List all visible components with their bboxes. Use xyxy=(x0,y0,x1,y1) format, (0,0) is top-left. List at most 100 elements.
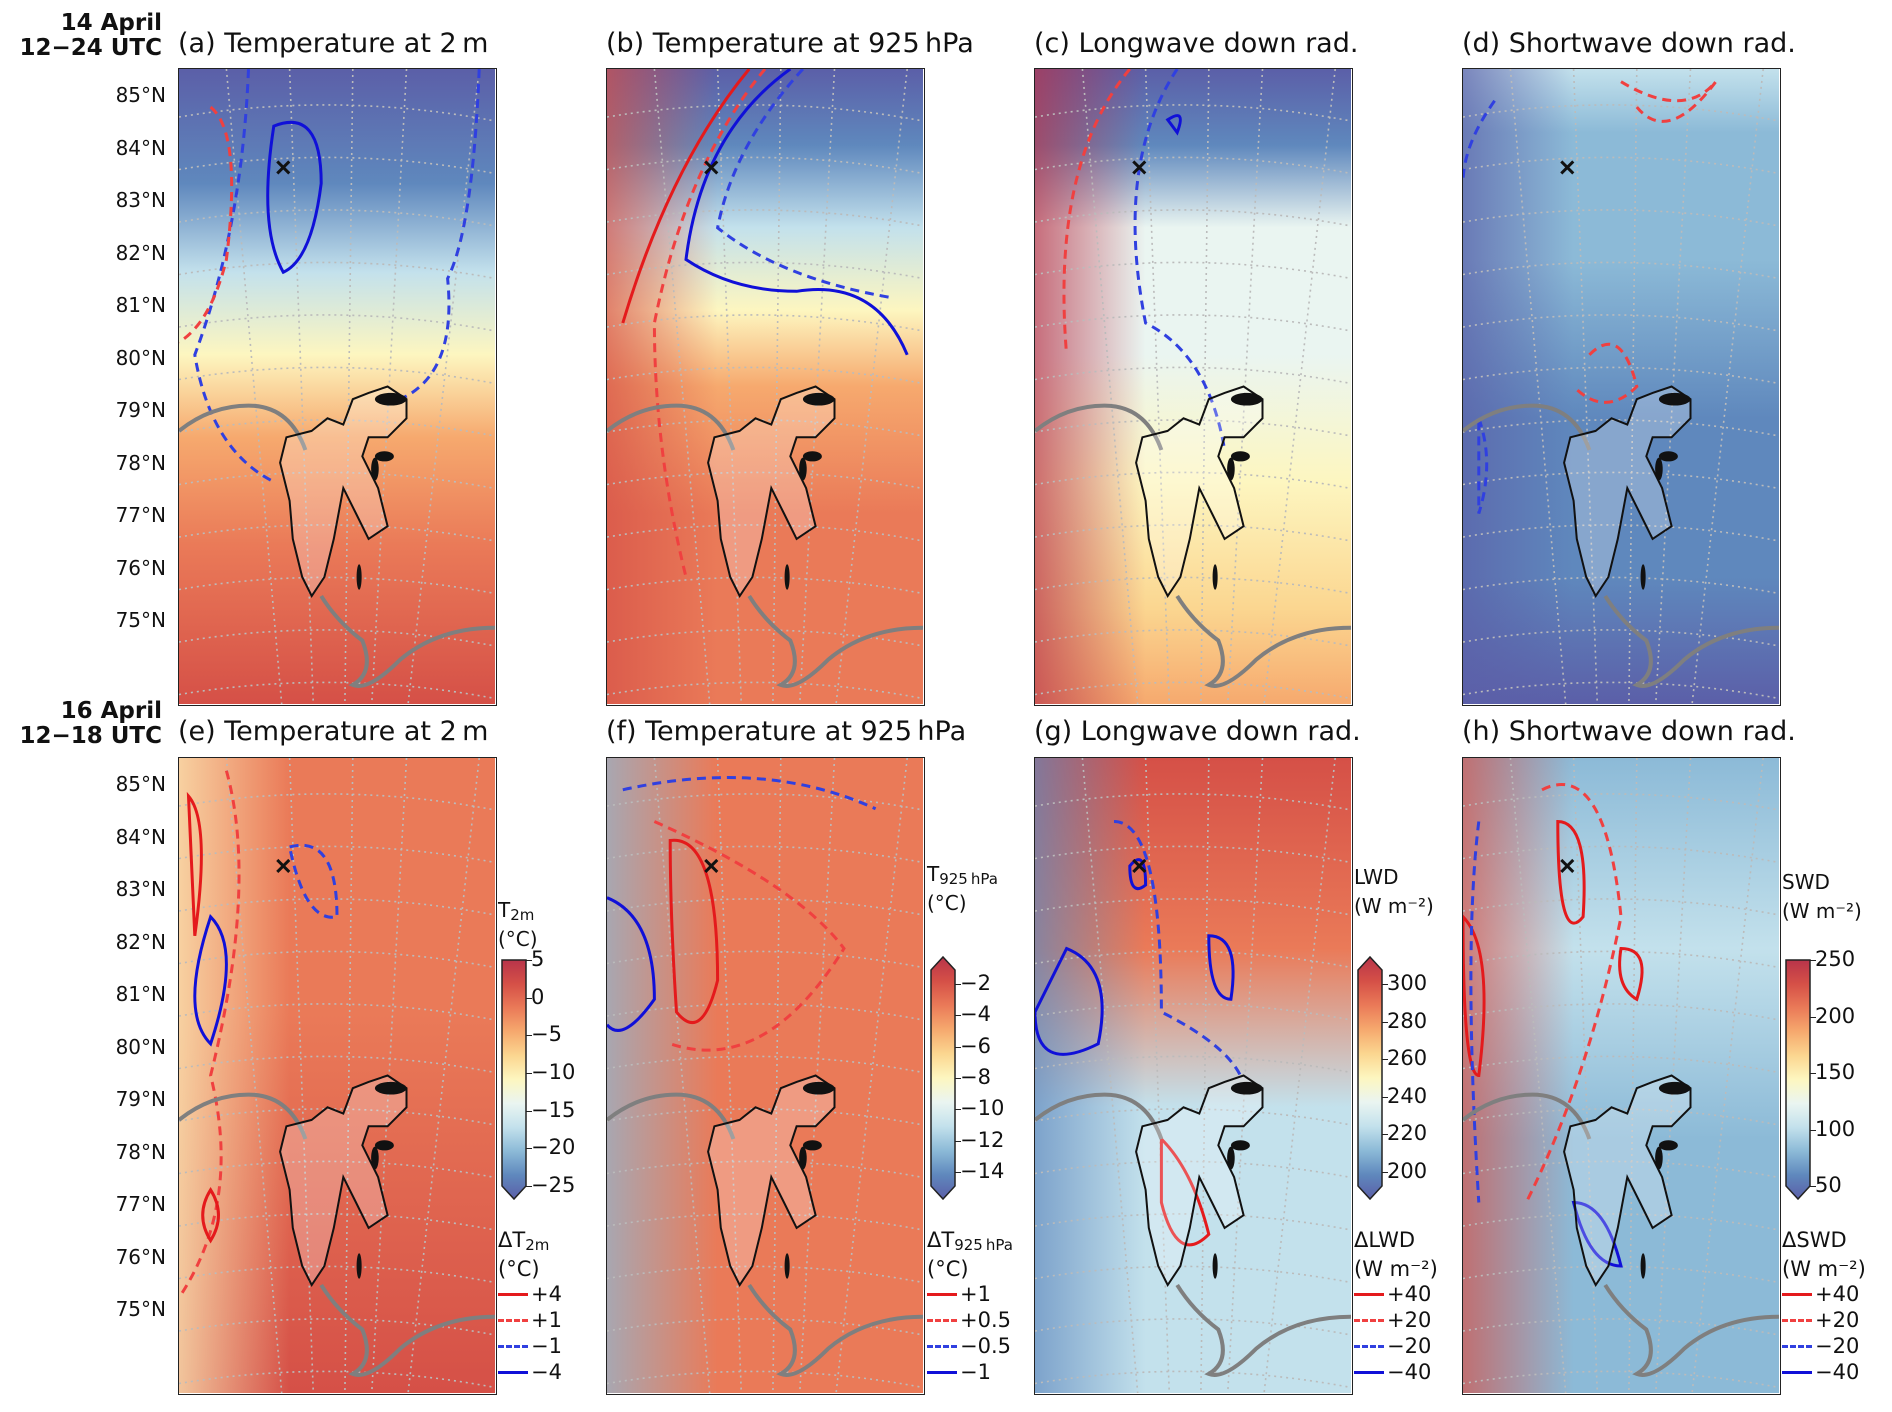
difference-contour xyxy=(715,69,892,300)
difference-contour xyxy=(653,820,846,1052)
colorbar-tick-label: 50 xyxy=(1815,1173,1842,1197)
legend-units: (°C) xyxy=(927,1257,969,1281)
legend-line-swatch xyxy=(1782,1370,1812,1374)
latitude-gridline xyxy=(607,156,923,175)
row-label-2-time: 12−18 UTC xyxy=(19,723,162,749)
colorbar-tick-label: 240 xyxy=(1387,1083,1428,1108)
small-island xyxy=(1212,1253,1218,1279)
colorbar-tick-mark xyxy=(1810,960,1816,961)
longitude-gridline xyxy=(225,758,283,1393)
legend-item: −4 xyxy=(498,1359,562,1385)
latitude-label: 81°N xyxy=(115,293,166,317)
panel-title-c: (c) Longwave down rad. xyxy=(1034,28,1359,59)
latitude-gridline xyxy=(1035,898,1351,916)
map-panel-b xyxy=(606,68,925,706)
difference-contour xyxy=(1113,820,1242,1077)
latitude-gridline xyxy=(607,1108,923,1126)
latitude-gridline xyxy=(179,681,495,700)
longitude-gridline xyxy=(772,69,782,704)
latitude-gridline xyxy=(1035,1213,1351,1231)
difference-contour xyxy=(201,1186,220,1244)
latitude-gridline xyxy=(1463,1265,1779,1284)
svalbard-coastline xyxy=(707,1074,836,1287)
latitude-label: 79°N xyxy=(115,1087,166,1111)
latitude-label: 75°N xyxy=(115,608,166,632)
colorbar xyxy=(930,955,956,1201)
latitude-gridline xyxy=(1463,1055,1779,1074)
colorbar-tick-mark xyxy=(955,1140,961,1142)
colorbar-tick-label: 100 xyxy=(1815,1116,1856,1141)
colorbar-tick-label: 200 xyxy=(1815,1003,1856,1028)
colorbar-tick-mark xyxy=(955,1046,961,1048)
difference-contour xyxy=(266,120,323,275)
colorbar-title-sub: 2m xyxy=(510,906,535,924)
longitude-gridline xyxy=(1509,758,1567,1393)
legend-title-main: ΔSWD xyxy=(1782,1228,1847,1252)
latitude-gridline xyxy=(179,1318,495,1336)
latitude-gridline xyxy=(1035,419,1351,437)
longitude-gridline xyxy=(1200,758,1210,1393)
legend-item: −1 xyxy=(927,1359,1013,1385)
difference-contour xyxy=(1556,819,1586,925)
latitude-label: 80°N xyxy=(115,1034,166,1059)
colorbar-title-sub: 925 hPa xyxy=(939,870,998,888)
latitude-gridline xyxy=(1463,209,1779,227)
latitude-gridline xyxy=(1463,1108,1779,1126)
map-panel-g xyxy=(1034,757,1353,1395)
colorbar-tick-label: −10 xyxy=(960,1096,1005,1121)
colorbar-tick-mark xyxy=(1810,1016,1816,1018)
longitude-gridline xyxy=(653,69,711,704)
colorbar-tick-mark xyxy=(526,1148,532,1150)
colorbar-body xyxy=(1357,955,1383,1201)
colorbar-tick-mark xyxy=(955,1015,961,1017)
latitude-label: 84°N xyxy=(115,824,166,849)
latitude-gridline xyxy=(1463,1160,1779,1179)
latitude-gridline xyxy=(179,104,495,122)
legend-item-label: +20 xyxy=(1815,1307,1860,1332)
small-island xyxy=(784,564,790,590)
legend-item: −1 xyxy=(498,1333,562,1359)
colorbar-units: (°C) xyxy=(927,891,967,915)
small-island xyxy=(802,451,822,462)
difference-contour xyxy=(684,69,909,356)
legend-line-swatch xyxy=(1782,1318,1812,1322)
legend-line-swatch xyxy=(1354,1318,1384,1322)
latitude-gridline xyxy=(1463,524,1779,542)
panel-title-e: (e) Temperature at 2 m xyxy=(178,716,489,747)
legend-item-label: +40 xyxy=(1387,1281,1432,1306)
map-canvas xyxy=(179,69,495,704)
legend-item: −20 xyxy=(1782,1333,1866,1359)
site-marker-x-icon xyxy=(1132,160,1147,175)
colorbar-tick-mark xyxy=(1382,1096,1388,1098)
latitude-gridline xyxy=(179,950,495,969)
latitude-label: 82°N xyxy=(115,929,166,954)
difference-contour xyxy=(1207,934,1235,1001)
latitude-gridline xyxy=(1463,1003,1779,1021)
latitude-gridline xyxy=(1035,209,1351,227)
map-panel-f xyxy=(606,757,925,1395)
svalbard-coastline xyxy=(279,385,408,598)
legend-item-label: +1 xyxy=(531,1307,562,1332)
difference-contour xyxy=(1463,914,1486,1078)
latitude-gridline xyxy=(1463,629,1779,647)
colorbar-tick-mark xyxy=(526,1073,532,1074)
latitude-gridline xyxy=(179,1370,495,1389)
site-marker-x-icon xyxy=(276,858,291,874)
latitude-gridline xyxy=(179,524,495,542)
longitude-gridline xyxy=(225,69,283,704)
latitude-gridline xyxy=(179,1003,495,1021)
field-shading-band xyxy=(1035,758,1351,1393)
field-shading-band xyxy=(1463,758,1779,1393)
svalbard-coastline xyxy=(279,1074,408,1287)
legend-item-label: +0.5 xyxy=(960,1307,1011,1332)
small-island xyxy=(1230,1081,1263,1095)
latitude-gridline xyxy=(179,1213,495,1231)
difference-contour xyxy=(1572,342,1639,404)
colorbar-tick-mark xyxy=(1810,1186,1816,1187)
difference-contour xyxy=(668,838,720,1024)
longitude-gridline xyxy=(1654,69,1692,704)
small-island xyxy=(356,1253,362,1279)
latitude-gridline xyxy=(1035,1108,1351,1126)
latitude-gridline xyxy=(607,419,923,437)
latitude-gridline xyxy=(607,1003,923,1021)
